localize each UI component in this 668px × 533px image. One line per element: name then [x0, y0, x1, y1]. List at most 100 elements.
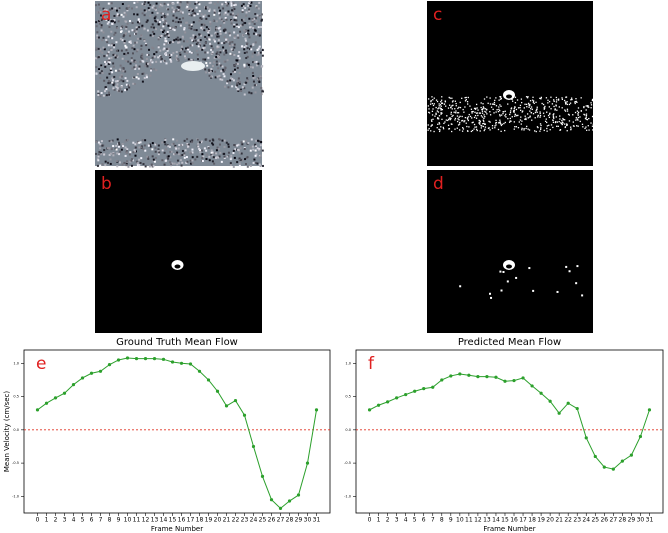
noise: [157, 46, 160, 49]
x-axis-label: Frame Number: [483, 525, 535, 533]
speck: [437, 111, 440, 113]
noise: [222, 73, 225, 76]
noise: [229, 164, 232, 167]
noise: [141, 57, 144, 60]
noise: [160, 55, 163, 58]
noise: [97, 47, 100, 50]
noise: [116, 87, 119, 90]
speck: [431, 110, 434, 112]
noise: [215, 28, 218, 31]
speck: [516, 99, 519, 101]
noise: [191, 44, 194, 47]
noise: [253, 51, 256, 54]
speck: [585, 126, 587, 128]
noise: [191, 39, 194, 42]
noise: [178, 162, 181, 165]
noise: [105, 62, 108, 65]
noise: [200, 34, 203, 37]
noise: [129, 62, 132, 65]
noise: [232, 149, 235, 152]
noise: [229, 41, 232, 44]
noise: [220, 64, 223, 67]
noise: [130, 159, 133, 162]
point: [233, 398, 238, 403]
noise: [115, 148, 118, 151]
noise: [176, 159, 179, 162]
speck: [483, 120, 485, 122]
noise: [242, 18, 245, 21]
x-tick-label: 13: [151, 517, 159, 524]
speck: [479, 120, 481, 122]
speck: [482, 125, 485, 128]
noise: [219, 78, 222, 81]
noise: [227, 86, 230, 89]
noise: [95, 25, 98, 28]
noise: [119, 64, 122, 67]
speck: [464, 97, 466, 99]
noise: [233, 19, 236, 22]
noise: [173, 29, 176, 32]
speck: [527, 128, 529, 130]
noise: [100, 19, 103, 22]
speck: [439, 104, 442, 106]
speck: [564, 101, 567, 103]
noise: [141, 12, 144, 15]
noise: [110, 140, 113, 143]
speck: [456, 127, 458, 129]
noise: [205, 149, 208, 152]
noise: [215, 52, 218, 55]
speck: [521, 129, 523, 131]
speck: [577, 119, 579, 121]
noise: [148, 48, 151, 51]
noise: [221, 78, 224, 81]
speck: [457, 112, 460, 114]
noise: [209, 20, 212, 23]
noise: [218, 155, 221, 158]
point: [53, 396, 58, 400]
noise: [236, 34, 239, 37]
noise: [213, 11, 216, 14]
noise: [248, 17, 251, 20]
y-tick-label: -1.0: [12, 494, 19, 498]
noise: [247, 63, 250, 66]
noise: [223, 42, 226, 45]
noise: [133, 76, 136, 79]
noise: [183, 152, 186, 155]
noise: [97, 153, 100, 156]
speck: [514, 106, 516, 108]
noise: [95, 66, 98, 69]
noise: [184, 149, 187, 152]
speck: [451, 97, 453, 99]
noise: [111, 71, 114, 74]
noise: [102, 46, 105, 49]
noise: [119, 76, 122, 79]
noise: [229, 73, 232, 76]
noise: [124, 44, 127, 47]
noise: [248, 1, 251, 4]
speck: [431, 96, 433, 98]
noise: [135, 50, 138, 53]
speck: [492, 103, 495, 105]
point: [287, 499, 292, 503]
speck: [542, 103, 545, 106]
speck: [566, 130, 568, 132]
speck: [584, 114, 586, 116]
speck: [519, 104, 522, 107]
noise: [151, 142, 154, 145]
noise: [191, 159, 194, 162]
speck: [532, 101, 534, 103]
noise: [117, 14, 120, 17]
speck: [547, 114, 550, 117]
noise: [183, 27, 186, 30]
noise: [226, 82, 229, 85]
speck: [476, 112, 479, 114]
noise: [146, 65, 149, 68]
noise: [136, 48, 139, 51]
speck: [484, 126, 487, 128]
speck: [551, 103, 554, 105]
noise: [230, 2, 233, 5]
speck: [539, 123, 542, 125]
speck: [526, 97, 529, 99]
noise: [223, 155, 226, 158]
noise: [218, 62, 221, 65]
